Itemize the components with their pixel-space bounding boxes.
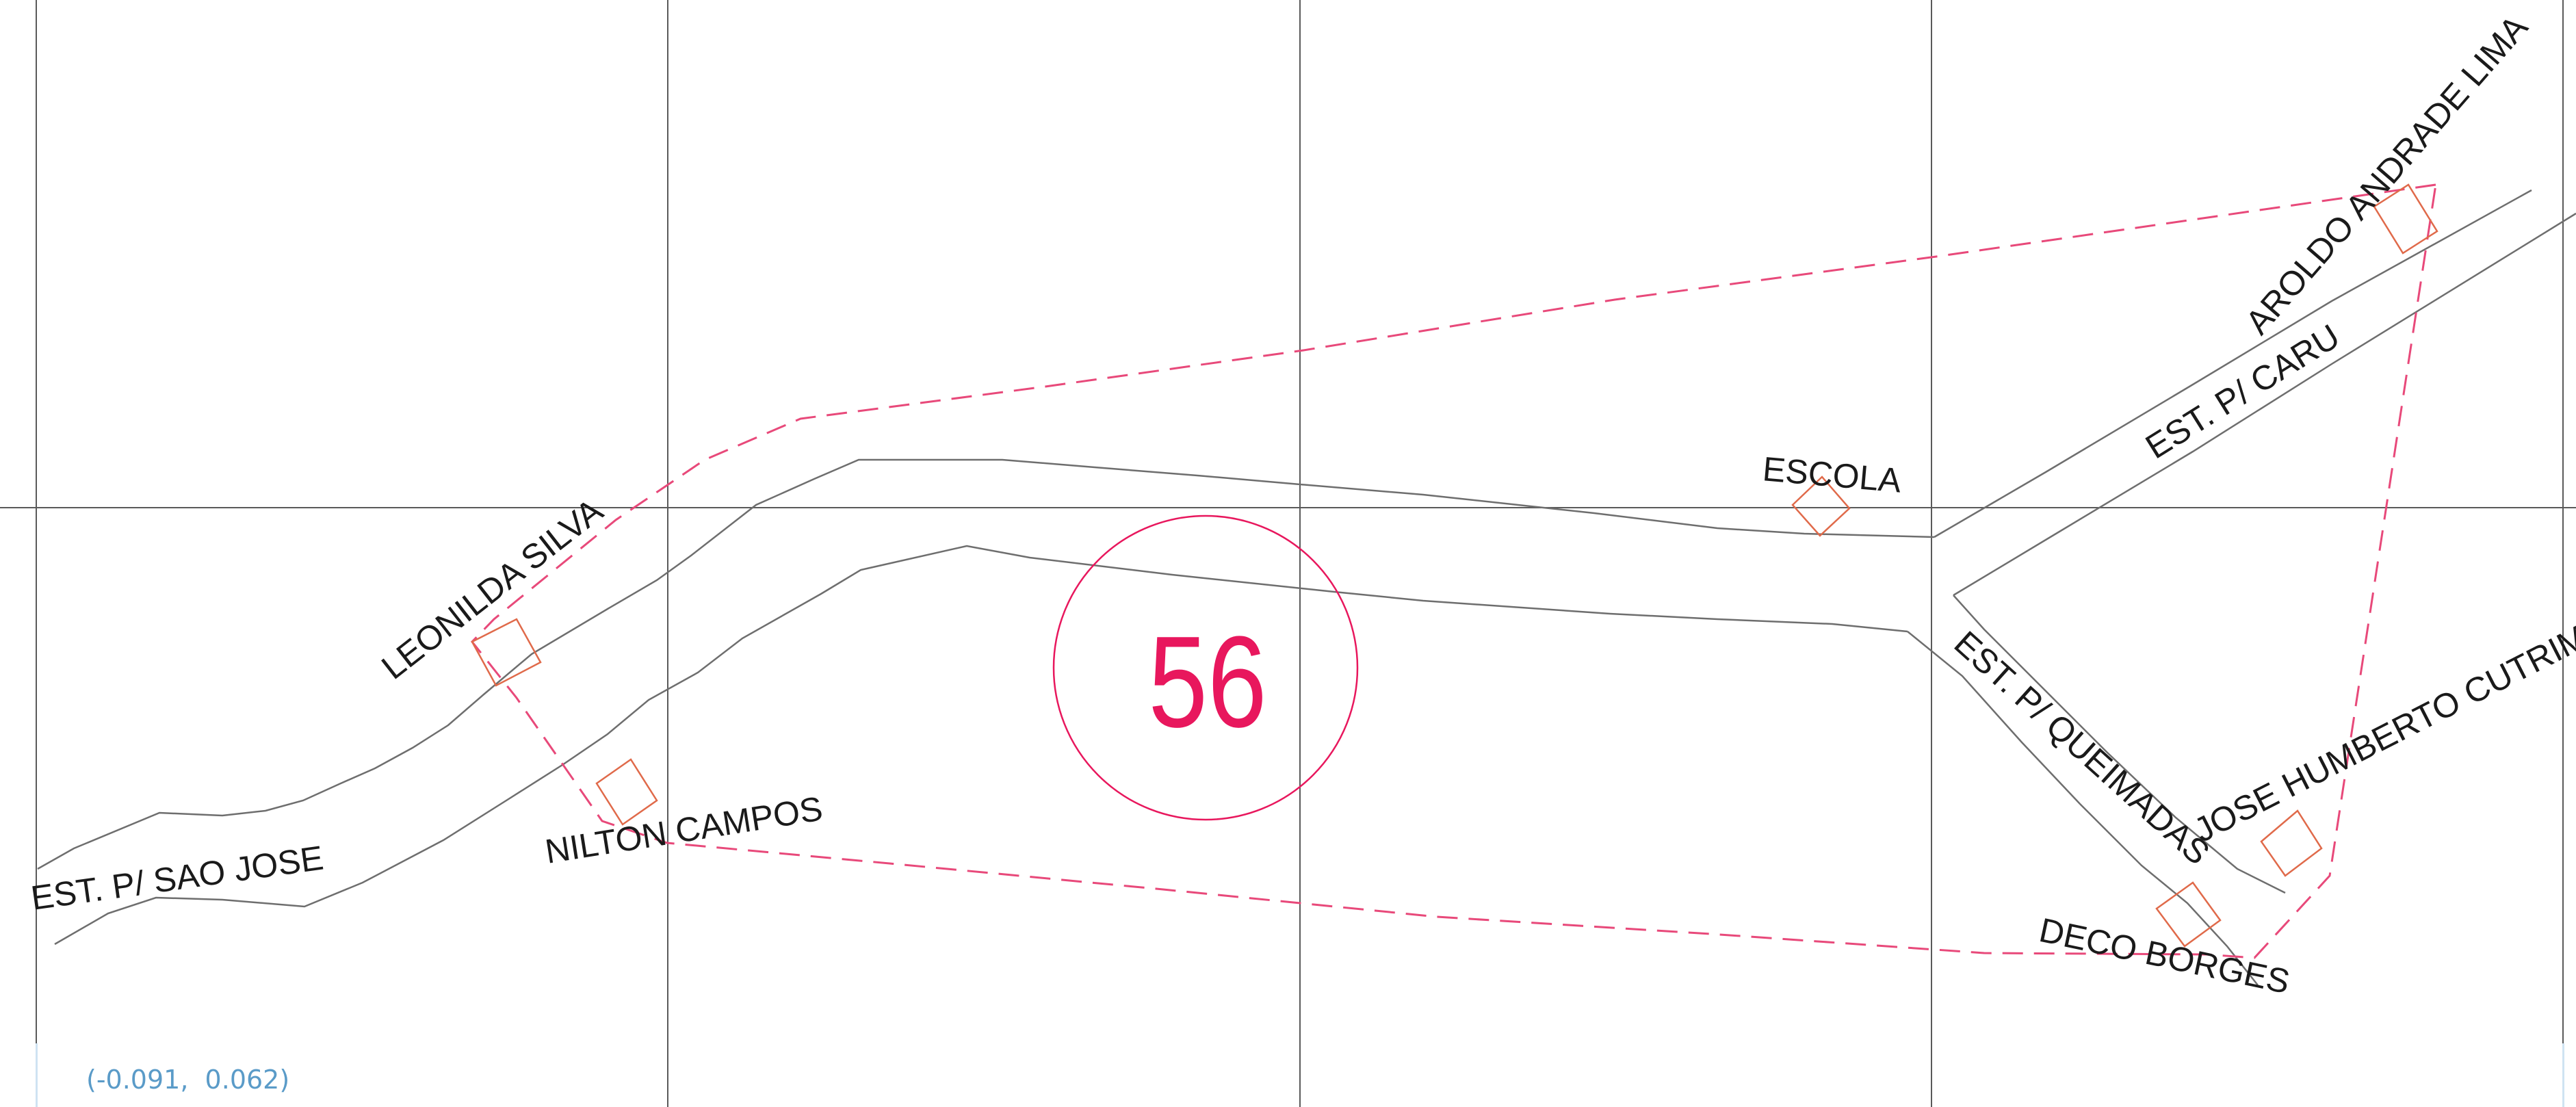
road-caru-west-edge [1934, 189, 2532, 538]
label-road-sao-jose: EST. P/ SAO JOSE [29, 838, 326, 917]
road-queimadas-east-edge [1953, 595, 2286, 894]
roads [37, 189, 2576, 986]
building-deco-borges [2155, 881, 2222, 948]
right-edge-marker [2562, 1043, 2564, 1107]
road-main-south-edge [54, 545, 1908, 946]
property-boundary [471, 183, 2437, 959]
label-deco-borges: DECO BORGES [2036, 911, 2293, 1001]
buildings [471, 183, 2438, 948]
label-road-queimadas: EST. P/ QUEIMADAS [1947, 624, 2217, 872]
building-escola [1791, 476, 1851, 537]
area-marker-circle [1052, 515, 1359, 821]
area-number: 56 [1148, 609, 1266, 754]
cursor-coordinates-readout: (-0.091, 0.062) [86, 1065, 290, 1095]
building-aroldo-andrade-lima [2373, 183, 2438, 255]
label-escola: ESCOLA [1761, 450, 1903, 500]
label-road-caru: EST. P/ CARU [2139, 317, 2346, 466]
building-jose-humberto-cutrim [2260, 809, 2323, 877]
label-jose-humberto-cutrim: JOSE HUMBERTO CUTRIM [2188, 618, 2576, 850]
road-main-north-edge [37, 458, 1935, 870]
building-nilton-campos [595, 758, 658, 826]
label-aroldo-andrade-lima: AROLDO ANDRADE LIMA [2238, 8, 2536, 341]
left-edge-marker [36, 1043, 38, 1107]
label-leonilda-silva: LEONILDA SILVA [374, 491, 610, 686]
label-nilton-campos: NILTON CAMPOS [543, 790, 825, 871]
building-leonilda-silva [471, 618, 542, 687]
road-queimadas-west-edge [1907, 631, 2259, 986]
road-caru-east-edge [1953, 212, 2576, 597]
